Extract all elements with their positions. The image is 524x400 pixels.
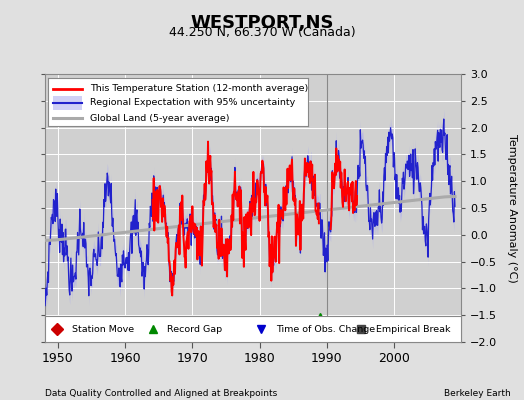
Text: Global Land (5-year average): Global Land (5-year average) xyxy=(90,114,229,123)
Text: Berkeley Earth: Berkeley Earth xyxy=(444,389,511,398)
Text: This Temperature Station (12-month average): This Temperature Station (12-month avera… xyxy=(90,84,308,93)
Text: Time of Obs. Change: Time of Obs. Change xyxy=(276,324,375,334)
Text: Empirical Break: Empirical Break xyxy=(376,324,450,334)
Text: Regional Expectation with 95% uncertainty: Regional Expectation with 95% uncertaint… xyxy=(90,98,295,108)
Text: Station Move: Station Move xyxy=(72,324,134,334)
Y-axis label: Temperature Anomaly (°C): Temperature Anomaly (°C) xyxy=(507,134,517,282)
Text: 44.250 N, 66.370 W (Canada): 44.250 N, 66.370 W (Canada) xyxy=(169,26,355,39)
Text: WESTPORT,NS: WESTPORT,NS xyxy=(190,14,334,32)
Text: Record Gap: Record Gap xyxy=(168,324,223,334)
Text: Data Quality Controlled and Aligned at Breakpoints: Data Quality Controlled and Aligned at B… xyxy=(45,389,277,398)
